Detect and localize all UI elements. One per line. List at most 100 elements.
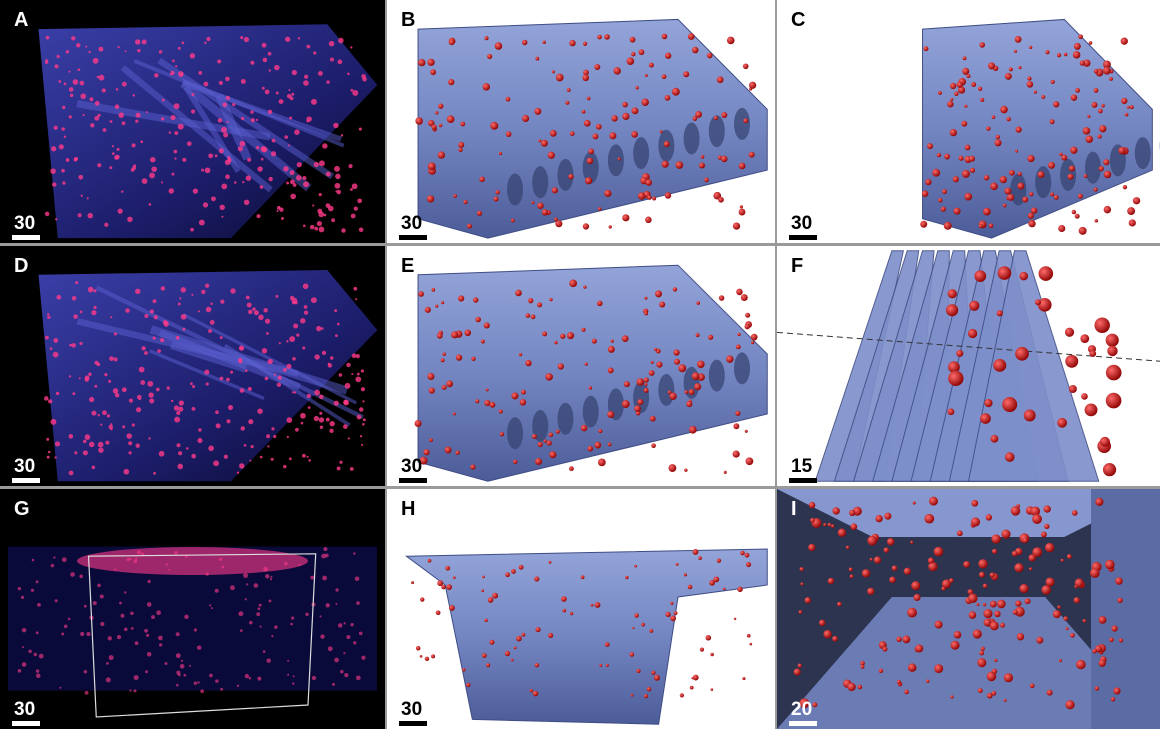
particle: [1014, 50, 1017, 53]
particle: [303, 80, 309, 86]
particle: [244, 444, 247, 447]
particle: [1106, 334, 1119, 347]
particle: [458, 295, 464, 301]
particle: [1009, 170, 1015, 176]
particle: [560, 334, 565, 339]
particle: [93, 289, 96, 292]
particle: [118, 112, 124, 118]
particle: [69, 115, 72, 118]
particle: [347, 73, 350, 76]
particle: [928, 557, 934, 563]
particle: [721, 156, 728, 163]
particle: [78, 213, 82, 217]
particle: [941, 206, 946, 211]
particle: [31, 589, 34, 592]
particle: [206, 572, 209, 575]
particle: [456, 354, 462, 360]
particle: [589, 386, 593, 390]
particle: [148, 437, 150, 439]
particle: [1064, 53, 1068, 57]
particle: [644, 383, 647, 386]
particle: [1084, 174, 1088, 178]
particle: [1004, 188, 1011, 195]
particle: [203, 82, 208, 87]
particle: [219, 558, 222, 561]
particle: [585, 177, 592, 184]
particle: [432, 124, 437, 129]
particle: [1053, 610, 1061, 618]
particle: [599, 664, 602, 667]
particle: [241, 79, 246, 84]
particle: [1094, 188, 1098, 192]
particle: [1078, 34, 1083, 39]
glow: [77, 547, 308, 575]
particle: [151, 615, 155, 619]
particle: [717, 76, 724, 83]
particle: [198, 71, 202, 75]
particle: [249, 677, 252, 680]
particle: [308, 459, 311, 462]
particle: [665, 53, 671, 59]
particle: [194, 681, 197, 684]
particle: [37, 603, 41, 607]
particle: [47, 456, 50, 459]
particle: [990, 621, 999, 630]
particle: [265, 574, 269, 578]
particle: [53, 556, 55, 558]
particle: [308, 406, 311, 409]
scale-bar: [12, 478, 40, 483]
particle: [190, 53, 195, 58]
particle: [431, 654, 435, 658]
particle: [436, 610, 441, 615]
particle: [262, 348, 267, 353]
particle: [286, 182, 289, 185]
particle: [112, 152, 115, 155]
particle: [971, 517, 980, 526]
particle: [1098, 109, 1103, 114]
particle: [176, 632, 180, 636]
particle: [134, 559, 138, 563]
particle: [357, 198, 362, 203]
particle: [990, 601, 997, 608]
particle: [292, 357, 296, 361]
particle: [654, 348, 657, 351]
particle: [119, 602, 122, 605]
particle: [934, 664, 943, 673]
particle: [180, 664, 185, 669]
particle: [950, 695, 953, 698]
particle: [1113, 687, 1120, 694]
particle: [220, 205, 225, 210]
particle: [79, 342, 82, 345]
particle: [357, 373, 360, 376]
particle: [61, 633, 64, 636]
particle: [211, 607, 213, 609]
particle: [290, 296, 294, 300]
particle: [521, 390, 526, 395]
particle: [88, 287, 94, 293]
particle: [594, 442, 601, 449]
particle: [145, 670, 148, 673]
particle: [1000, 106, 1008, 114]
particle: [874, 556, 881, 563]
particle: [221, 566, 224, 569]
particle: [644, 377, 649, 382]
particle: [144, 629, 148, 633]
particle: [978, 688, 983, 693]
particle: [210, 303, 213, 306]
particle: [356, 675, 361, 680]
particle: [608, 346, 615, 353]
particle: [346, 363, 350, 367]
particle: [139, 398, 141, 400]
particle: [1085, 403, 1098, 416]
particle: [993, 359, 1006, 372]
particle: [1081, 393, 1088, 400]
particle: [448, 79, 454, 85]
particle: [361, 387, 365, 391]
particle: [488, 597, 494, 603]
particle: [998, 266, 1012, 280]
particle: [978, 87, 982, 91]
particle: [56, 392, 59, 395]
particle: [230, 288, 235, 293]
particle: [265, 377, 269, 381]
particle: [674, 359, 680, 365]
